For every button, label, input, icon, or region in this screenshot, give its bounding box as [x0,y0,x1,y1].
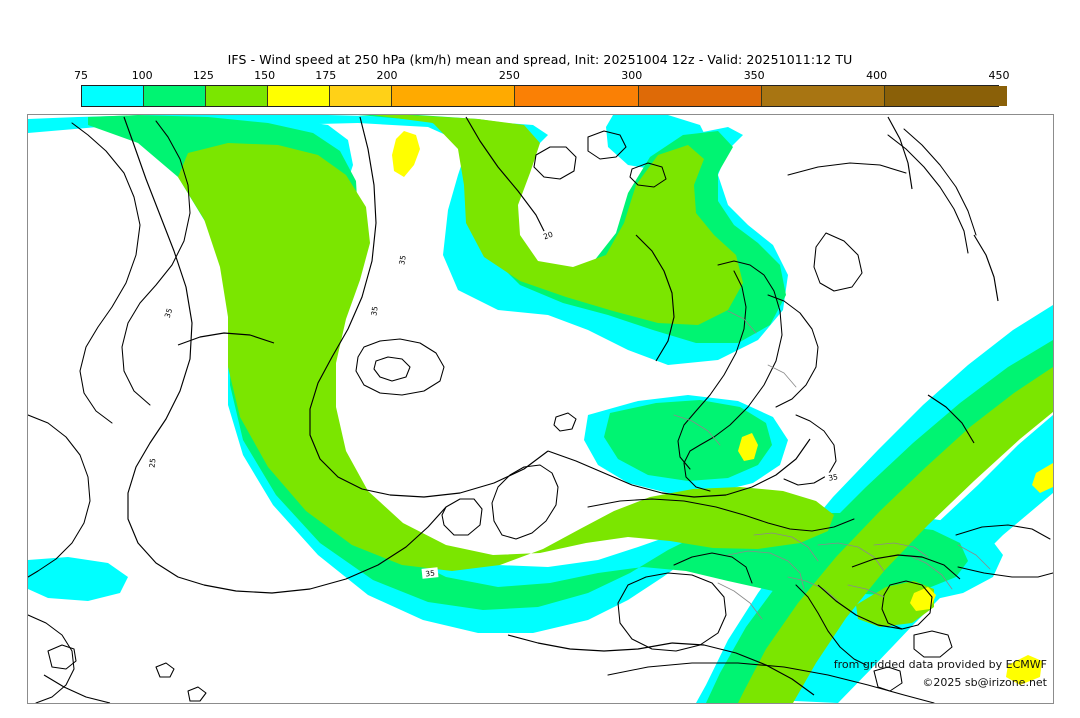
colorbar-band-250-300 [515,86,639,106]
contour-label: 25 [148,458,158,469]
colorbar-tick-350: 350 [743,69,765,82]
colorbar-tick-300: 300 [621,69,643,82]
colorbar-tick-250: 250 [498,69,520,82]
band-125-150-c [738,367,1053,703]
coastlines [28,120,1053,703]
colorbar-tick-100: 100 [131,69,153,82]
contour-label: 35 [397,254,408,265]
band-150-175-b [738,433,758,461]
contour-label: 35 [425,568,436,578]
colorbar-band-125-150 [206,86,269,106]
colorbar-band-100-125 [144,86,207,106]
map-svg: 35 35 35 25 [28,115,1053,703]
colorbar-band-400-450 [884,86,1007,106]
contour-label: 35 [828,472,839,483]
contour-label: 20 [542,230,554,242]
colorbar-band-75-100 [82,86,145,106]
contour-labels: 35 35 35 25 [146,227,842,579]
band-150-175-e [1006,655,1042,685]
colorbar-bands [81,85,1007,107]
contour-label: 35 [369,305,379,316]
band-125-150-d [856,581,934,627]
colorbar-tick-75: 75 [74,69,88,82]
colorbar-tick-175: 175 [315,69,337,82]
colorbar-tick-200: 200 [376,69,398,82]
colorbar-band-300-350 [638,86,762,106]
colorbar: 75 100 125 150 175 200 250 300 350 400 450 [74,69,1010,107]
spread-contours [43,116,999,703]
band-125-150-b [178,143,834,571]
contour-label: 35 [163,307,175,319]
colorbar-tick-400: 400 [866,69,888,82]
band-75-100-h [28,557,128,601]
band-100-125-e [604,400,772,481]
chart-title: IFS - Wind speed at 250 hPa (km/h) mean … [227,52,853,67]
colorbar-band-200-250 [392,86,516,106]
colorbar-tick-150: 150 [254,69,276,82]
map-panel: 35 35 35 25 [27,114,1054,704]
colorbar-band-350-400 [761,86,885,106]
colorbar-tick-labels: 75 100 125 150 175 200 250 300 350 400 450 [74,69,1010,83]
band-150-175-d [910,587,936,611]
band-150-175 [392,131,420,177]
copyright-credit: ©2025 sb@irizone.net [922,676,1047,689]
colorbar-band-175-200 [330,86,393,106]
colorbar-band-150-175 [268,86,331,106]
data-source-credit: from gridded data provided by ECMWF [833,658,1047,671]
band-125-150 [233,115,743,325]
colorbar-tick-450: 450 [988,69,1010,82]
colorbar-tick-125: 125 [192,69,214,82]
band-150-175-c [1032,463,1053,493]
